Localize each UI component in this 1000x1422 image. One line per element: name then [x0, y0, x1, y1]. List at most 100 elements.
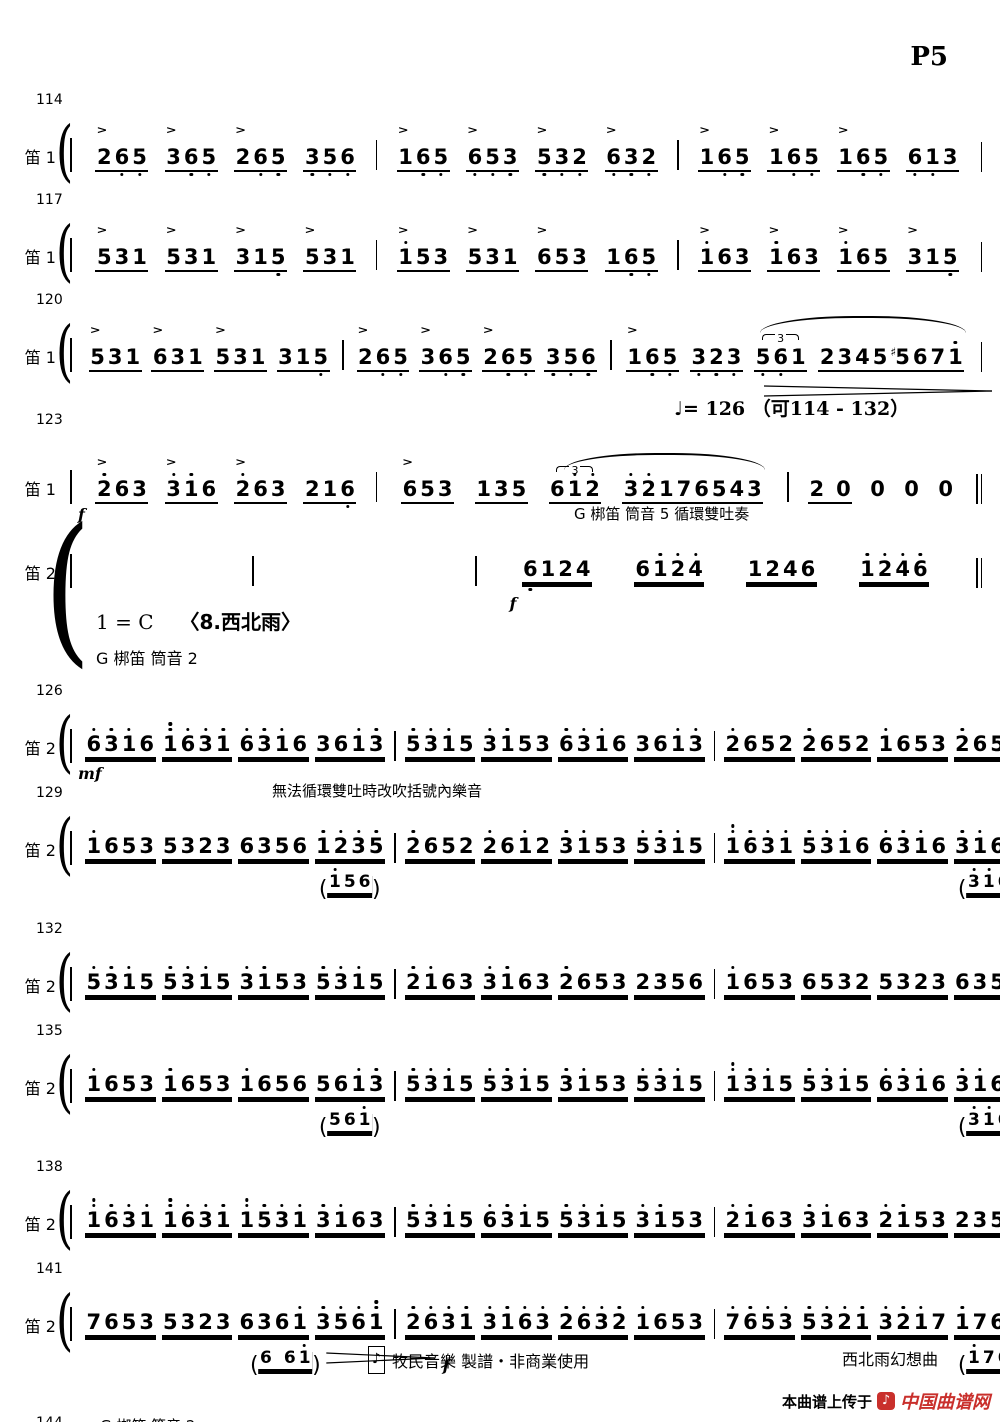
- note-3: 3: [103, 727, 121, 756]
- note-group: 5 3 1 >: [214, 325, 267, 372]
- barline: [713, 1071, 715, 1101]
- octave-dot: [930, 173, 935, 177]
- note-3: 3: [931, 1208, 946, 1232]
- measure-number: 135: [36, 1023, 63, 1039]
- octave-dots-above: [168, 722, 173, 733]
- note-3: 3: [322, 245, 338, 269]
- note-1: 1: [767, 240, 785, 269]
- octave-dot: [879, 173, 883, 177]
- octave-dot: [901, 1203, 906, 1207]
- octave-dot: [241, 472, 245, 476]
- octave-dot: [411, 965, 416, 969]
- octave-dot: [564, 1203, 569, 1207]
- octave-dot: [524, 373, 528, 377]
- note-5: 5: [163, 834, 178, 858]
- octave-dots-below: [506, 373, 510, 377]
- note-group: 2 3 4 5 ♯5 6 7 1: [760, 316, 993, 397]
- octave-dot: [203, 1203, 208, 1207]
- note-6: 6: [500, 834, 515, 858]
- octave-dot: [421, 173, 425, 177]
- hairpin-decrescendo: [326, 1352, 435, 1364]
- note-3: 3: [535, 732, 550, 756]
- measure: 2 6 5 >3 6 5 >2 6 5 >3 5 6: [346, 325, 608, 377]
- octave-dots-below: [809, 173, 814, 177]
- octave-dots-above: [333, 868, 337, 873]
- note-1: 1: [291, 1203, 309, 1232]
- octave-dots-above: [972, 1344, 976, 1349]
- octave-dot: [137, 173, 142, 177]
- note-6: 6: [343, 1110, 356, 1130]
- note-6: 6: [911, 552, 929, 581]
- note-6: 6: [257, 1072, 272, 1096]
- note-5: 5: [754, 346, 772, 377]
- octave-dot: [676, 727, 680, 731]
- octave-dots-above: [321, 1305, 326, 1311]
- measures: 5 3 1 >5 3 1 >3 1 5 >5 3 1 >1 5 3 >5 3 1 >6 5 3 >1 6 5 1 6 3 >1 6 3 >1…: [78, 225, 977, 277]
- system-brace: (: [56, 942, 74, 1019]
- octave-dot: [411, 1203, 416, 1207]
- octave-dots-above: [429, 1305, 433, 1311]
- octave-dot: [825, 1305, 829, 1309]
- note-3: 3: [611, 834, 627, 858]
- note-group: 2 6 5 >: [95, 125, 149, 177]
- note-3: 3: [553, 146, 571, 177]
- accent-mark: >: [215, 324, 226, 337]
- octave-dots-below: [647, 273, 651, 277]
- octave-dots-above: [676, 1067, 680, 1073]
- note-5: 5: [990, 732, 1000, 756]
- note-1: 1: [120, 965, 138, 994]
- note-5: 5: [481, 1067, 499, 1096]
- note-5: 5: [670, 1310, 686, 1334]
- note-5: 5: [759, 1305, 777, 1334]
- note-3: 3: [742, 1067, 760, 1096]
- octave-dots-above: [127, 965, 131, 971]
- octave-dot: [861, 173, 865, 177]
- note-3: 3: [931, 970, 946, 994]
- octave-dots-above: [464, 1305, 468, 1311]
- note-7: 7: [931, 1310, 946, 1334]
- note-3: 3: [635, 732, 651, 756]
- octave-dot: [778, 373, 783, 377]
- note-3: 3: [544, 346, 562, 377]
- octave-dots-above: [978, 1067, 982, 1073]
- system-brace: (: [56, 113, 74, 190]
- octave-dots-below: [861, 173, 865, 177]
- octave-dots-above: [203, 727, 208, 733]
- octave-dots-above: [919, 1305, 923, 1311]
- octave-dots-below: [697, 373, 701, 377]
- octave-dot: [884, 727, 888, 731]
- footer-upload: 本曲谱上传于 ♪ 中国曲谱网: [782, 1388, 990, 1414]
- system-barline: [70, 554, 72, 588]
- note-6: 6: [466, 146, 484, 177]
- octave-dots-below: [722, 173, 727, 177]
- octave-dots-above: [748, 829, 753, 835]
- octave-dot: [120, 173, 124, 177]
- octave-dots-above: [446, 727, 451, 733]
- note-5: 5: [162, 965, 180, 994]
- note-5: 5: [139, 970, 154, 994]
- accent-mark: >: [235, 456, 247, 469]
- note-6: 6: [611, 732, 627, 756]
- accent-mark: >: [605, 124, 617, 137]
- note-0: 0: [904, 477, 919, 501]
- octave-dots-above: [658, 1067, 663, 1073]
- octave-dot: [748, 1305, 753, 1309]
- octave-dots-below: [569, 373, 573, 377]
- note-1: 1: [85, 1067, 103, 1096]
- octave-dot: [599, 727, 604, 731]
